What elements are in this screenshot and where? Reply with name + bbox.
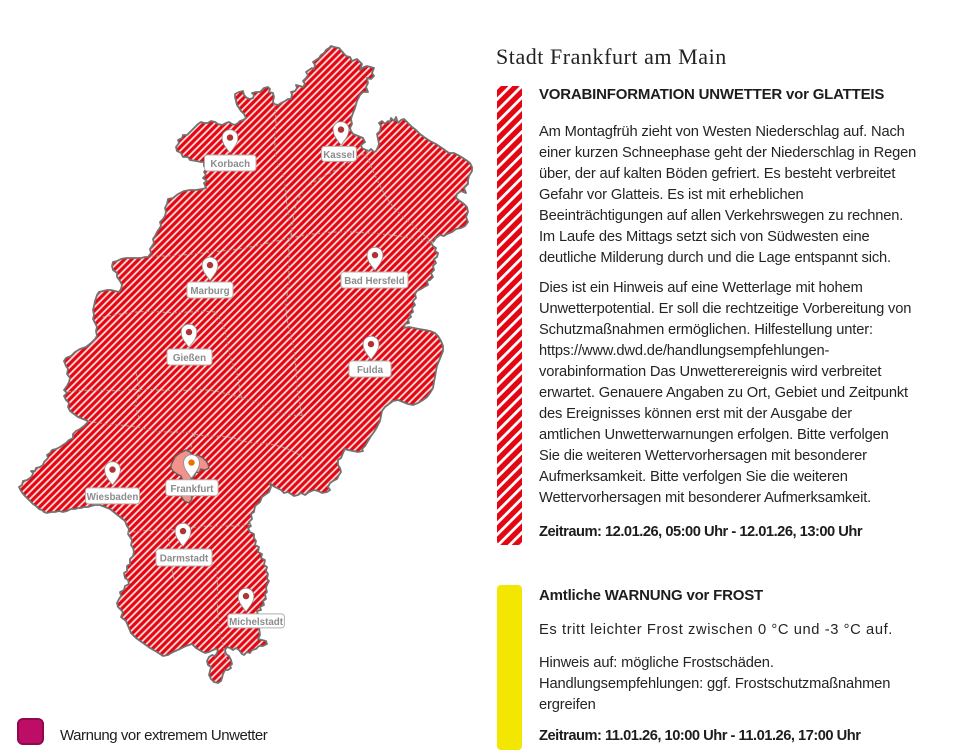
svg-text:Bad Hersfeld: Bad Hersfeld <box>344 276 404 287</box>
svg-text:Michelstadt: Michelstadt <box>229 617 284 628</box>
svg-text:Darmstadt: Darmstadt <box>160 554 209 565</box>
svg-text:Frankfurt: Frankfurt <box>170 484 214 495</box>
svg-text:Marburg: Marburg <box>190 286 229 297</box>
svg-text:Korbach: Korbach <box>210 159 250 170</box>
svg-text:Gießen: Gießen <box>173 353 206 364</box>
svg-text:Kassel: Kassel <box>323 150 355 161</box>
svg-text:Wiesbaden: Wiesbaden <box>87 492 139 503</box>
svg-text:Fulda: Fulda <box>357 365 384 376</box>
